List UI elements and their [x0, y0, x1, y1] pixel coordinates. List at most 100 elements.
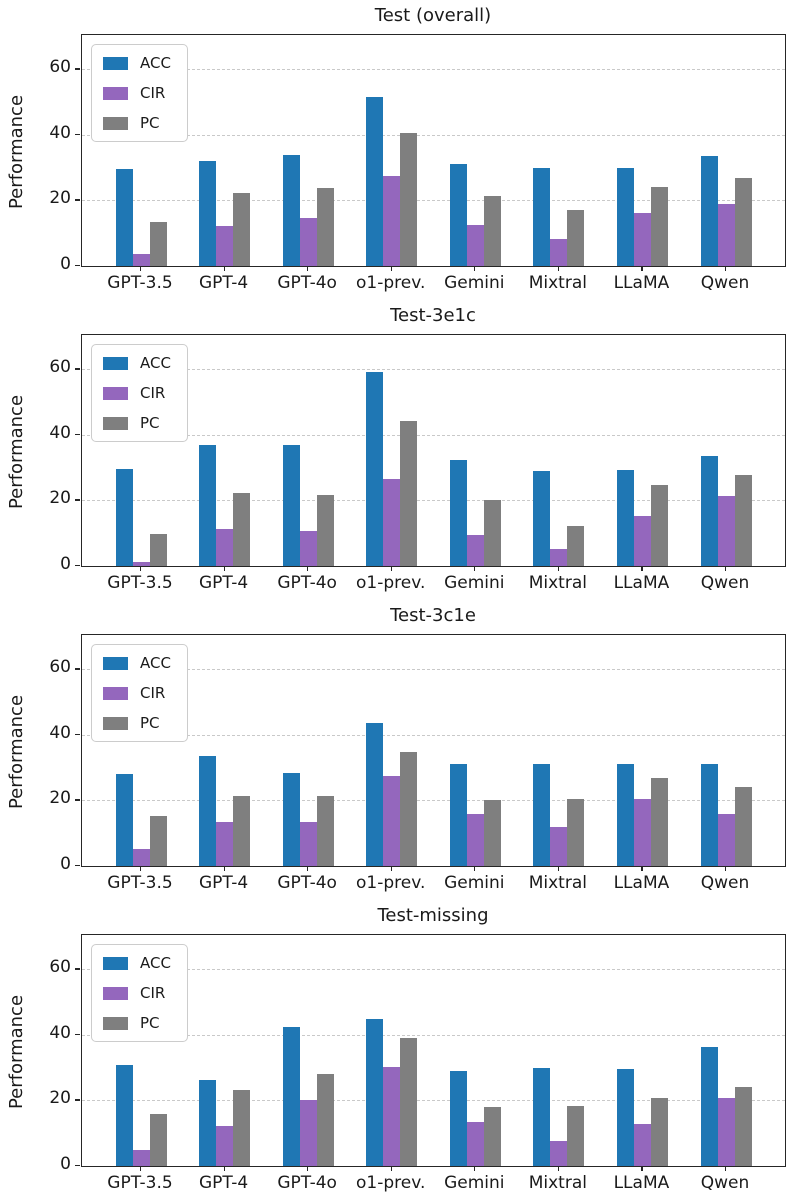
bar-pc — [567, 799, 585, 866]
bar-pc — [567, 526, 585, 566]
legend-swatch-cir — [103, 386, 128, 400]
y-tick-mark — [75, 265, 80, 267]
plot-area: ACC CIR PC — [81, 334, 786, 567]
bar-cir — [550, 239, 568, 266]
bar-cir — [299, 531, 317, 566]
x-tick-label: o1-prev. — [356, 573, 426, 593]
plot-area: ACC CIR PC — [81, 934, 786, 1167]
bar-acc — [533, 763, 551, 866]
gridline — [82, 200, 785, 202]
legend-swatch-pc — [103, 116, 128, 130]
x-tick-mark — [725, 866, 727, 871]
x-tick-mark — [140, 266, 142, 271]
bar-cir — [466, 534, 484, 566]
legend-label: CIR — [140, 84, 166, 102]
x-tick-label: LLaMA — [613, 1173, 670, 1193]
chart-title: Test-3e1c — [390, 305, 476, 326]
bar-pc — [650, 777, 668, 866]
bar-cir — [299, 218, 317, 266]
y-tick-label: 0 — [60, 1154, 71, 1174]
bar-pc — [734, 474, 752, 566]
x-tick-mark — [557, 266, 560, 271]
x-tick-mark — [307, 1166, 309, 1171]
bar-cir — [550, 548, 568, 566]
x-tick-mark — [307, 266, 309, 271]
x-tick-mark — [307, 566, 309, 571]
legend-entry: PC — [103, 114, 171, 132]
bar-pc — [650, 485, 668, 566]
bar-acc — [533, 1068, 551, 1166]
y-tick-label: 20 — [49, 188, 71, 209]
x-tick-mark — [725, 566, 727, 571]
legend-swatch-cir — [103, 686, 128, 700]
legend-label: ACC — [140, 54, 171, 72]
legend-entry: CIR — [103, 984, 171, 1002]
bar-acc — [616, 167, 634, 266]
bar-pc — [734, 178, 752, 266]
legend-entry: ACC — [103, 654, 171, 672]
legend: ACC CIR PC — [91, 944, 188, 1042]
chart-panel: Test-3c1e Performance ACC CIR PC 0 20 40 60 GPT-3… — [0, 600, 800, 900]
bar-pc — [316, 188, 334, 266]
bar-cir — [299, 1100, 317, 1166]
y-tick-label: 0 — [60, 254, 71, 274]
chart-panel: Test-missing Performance ACC CIR PC 0 20 40 60 GP… — [0, 900, 800, 1200]
x-tick-label: Gemini — [444, 873, 505, 893]
bar-cir — [383, 1067, 401, 1166]
bar-pc — [233, 192, 251, 266]
bar-acc — [199, 756, 217, 866]
bar-pc — [734, 1087, 752, 1166]
bar-acc — [700, 763, 718, 866]
x-tick-mark — [641, 1166, 643, 1171]
bar-cir — [132, 1150, 150, 1166]
x-tick-mark — [390, 866, 392, 871]
legend-swatch-pc — [103, 716, 128, 730]
legend-entry: CIR — [103, 684, 171, 702]
x-tick-mark — [557, 866, 560, 871]
bar-pc — [483, 500, 501, 566]
x-tick-mark — [641, 866, 643, 871]
bar-pc — [400, 1037, 418, 1166]
bar-acc — [616, 763, 634, 866]
bar-acc — [449, 459, 467, 566]
x-tick-mark — [140, 1166, 142, 1171]
x-tick-label: Mixtral — [528, 873, 587, 893]
bar-acc — [533, 471, 551, 566]
bar-acc — [616, 470, 634, 566]
y-tick-mark — [75, 199, 80, 201]
x-tick-label: Gemini — [444, 573, 505, 593]
x-tick-label: GPT-3.5 — [107, 273, 173, 293]
x-tick-mark — [390, 566, 392, 571]
bar-acc — [449, 164, 467, 266]
bar-pc — [316, 795, 334, 866]
legend-swatch-acc — [103, 656, 128, 670]
bar-pc — [650, 1097, 668, 1166]
x-tick-label: GPT-4 — [198, 273, 249, 293]
legend-swatch-pc — [103, 1016, 128, 1030]
gridline — [82, 69, 785, 71]
chart-title: Test-3c1e — [390, 605, 476, 626]
x-tick-label: o1-prev. — [356, 873, 426, 893]
bar-cir — [216, 822, 234, 866]
y-tick-label: 20 — [49, 788, 71, 809]
x-tick-label: Qwen — [700, 873, 750, 893]
chart-panel: Test (overall) Performance ACC CIR PC 0 20 40 60… — [0, 0, 800, 300]
bar-cir — [717, 203, 735, 266]
bar-cir — [383, 775, 401, 866]
y-axis-label: Performance — [6, 994, 27, 1110]
bar-pc — [233, 1090, 251, 1166]
y-tick-label: 0 — [60, 854, 71, 874]
bar-pc — [149, 534, 167, 566]
bar-pc — [734, 786, 752, 866]
x-tick-mark — [223, 1166, 225, 1171]
legend-swatch-acc — [103, 356, 128, 370]
bar-pc — [316, 1073, 334, 1166]
legend: ACC CIR PC — [91, 44, 188, 142]
y-tick-mark — [75, 1033, 80, 1036]
y-tick-label: 20 — [49, 488, 71, 509]
chart-title: Test-missing — [377, 905, 489, 926]
x-tick-mark — [390, 1166, 392, 1171]
x-tick-label: LLaMA — [613, 273, 670, 293]
gridline — [82, 500, 785, 502]
y-tick-mark — [75, 668, 80, 670]
